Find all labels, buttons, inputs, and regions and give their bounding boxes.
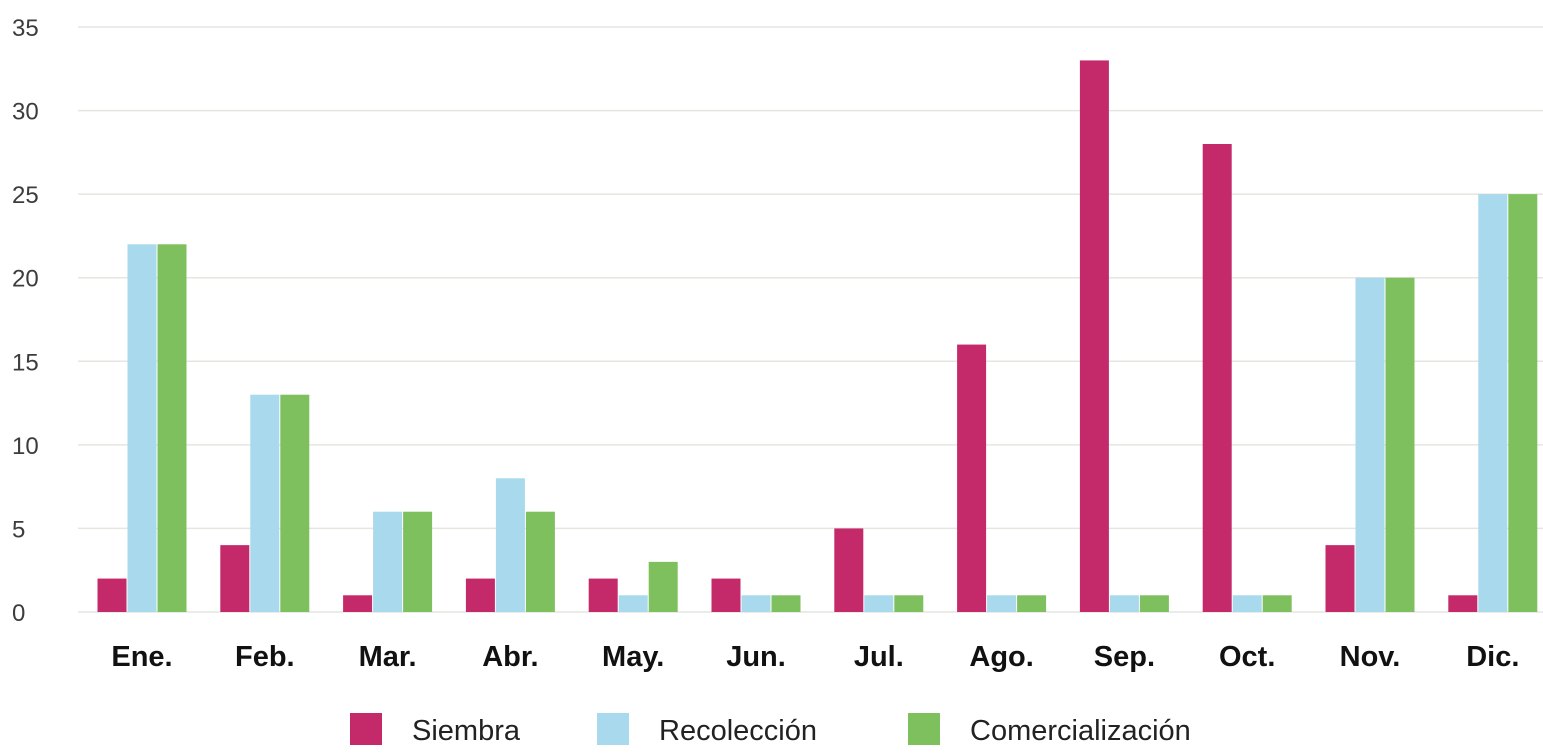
- legend-label: Comercialización: [970, 715, 1191, 747]
- x-category-label: Abr.: [482, 641, 538, 673]
- y-tick-label: 25: [12, 182, 39, 209]
- bar-recoleccion: [250, 394, 280, 612]
- legend-label: Recolección: [659, 715, 817, 747]
- x-category-label: Mar.: [359, 641, 417, 673]
- bar-comercializacion: [1385, 277, 1415, 612]
- bar-siembra: [957, 344, 987, 612]
- bar-siembra: [343, 595, 373, 612]
- bar-siembra: [97, 578, 127, 612]
- bar-recoleccion: [495, 478, 525, 612]
- bar-siembra: [220, 545, 250, 612]
- y-tick-label: 10: [12, 433, 39, 460]
- x-category-label: Jul.: [854, 641, 904, 673]
- legend-item: Recolección: [597, 713, 817, 747]
- bar-recoleccion: [1355, 277, 1385, 612]
- x-category-label: Ene.: [111, 641, 172, 673]
- bar-siembra: [711, 578, 741, 612]
- bar-comercializacion: [280, 394, 310, 612]
- y-tick-label: 0: [12, 600, 25, 627]
- bar-recoleccion: [618, 595, 648, 612]
- y-tick-label: 20: [12, 266, 39, 293]
- bar-comercializacion: [1139, 595, 1169, 612]
- bar-comercializacion: [648, 561, 678, 612]
- bar-siembra: [834, 528, 864, 612]
- legend-swatch: [597, 713, 629, 745]
- bar-comercializacion: [894, 595, 924, 612]
- bar-siembra: [1202, 144, 1232, 612]
- bars: [97, 60, 1538, 613]
- x-category-label: Ago.: [969, 641, 1033, 673]
- legend-swatch: [350, 713, 382, 745]
- bar-recoleccion: [1478, 194, 1508, 612]
- x-axis-categories: Ene. Feb. Mar. Abr. May. Jun. Jul. Ago. Sep. Oct.…: [111, 641, 1519, 673]
- x-category-label: Oct.: [1219, 641, 1275, 673]
- bar-siembra: [1079, 60, 1109, 613]
- bar-comercializacion: [771, 595, 801, 612]
- bar-siembra: [588, 578, 618, 612]
- legend-item: Siembra: [350, 713, 521, 747]
- bar-recoleccion: [1109, 595, 1139, 612]
- bar-siembra: [1448, 595, 1478, 612]
- x-category-label: Nov.: [1340, 641, 1401, 673]
- bar-comercializacion: [403, 511, 433, 612]
- bar-recoleccion: [741, 595, 771, 612]
- y-tick-label: 15: [12, 349, 39, 376]
- legend-swatch: [908, 713, 940, 745]
- y-tick-label: 5: [12, 516, 25, 543]
- x-category-label: May.: [602, 641, 664, 673]
- bar-siembra: [465, 578, 495, 612]
- bar-comercializacion: [1262, 595, 1292, 612]
- legend-item: Comercialización: [908, 713, 1191, 747]
- bar-comercializacion: [525, 511, 555, 612]
- bar-recoleccion: [864, 595, 894, 612]
- x-category-label: Jun.: [726, 641, 786, 673]
- bar-recoleccion: [987, 595, 1017, 612]
- legend-label: Siembra: [412, 715, 521, 747]
- y-tick-label: 35: [12, 15, 39, 42]
- bar-recoleccion: [127, 244, 157, 613]
- y-tick-label: 30: [12, 99, 39, 126]
- x-category-label: Feb.: [235, 641, 295, 673]
- bar-recoleccion: [373, 511, 403, 612]
- x-category-label: Sep.: [1094, 641, 1155, 673]
- x-category-label: Dic.: [1466, 641, 1519, 673]
- legend: Siembra Recolección Comercialización: [350, 713, 1191, 747]
- bar-comercializacion: [157, 244, 187, 613]
- bar-siembra: [1325, 545, 1355, 612]
- bar-comercializacion: [1508, 194, 1538, 612]
- gridlines: [78, 26, 1543, 613]
- y-axis-ticks: 0 5 10 15 20 25 30 35: [12, 15, 39, 627]
- bar-comercializacion: [1017, 595, 1047, 612]
- bar-recoleccion: [1232, 595, 1262, 612]
